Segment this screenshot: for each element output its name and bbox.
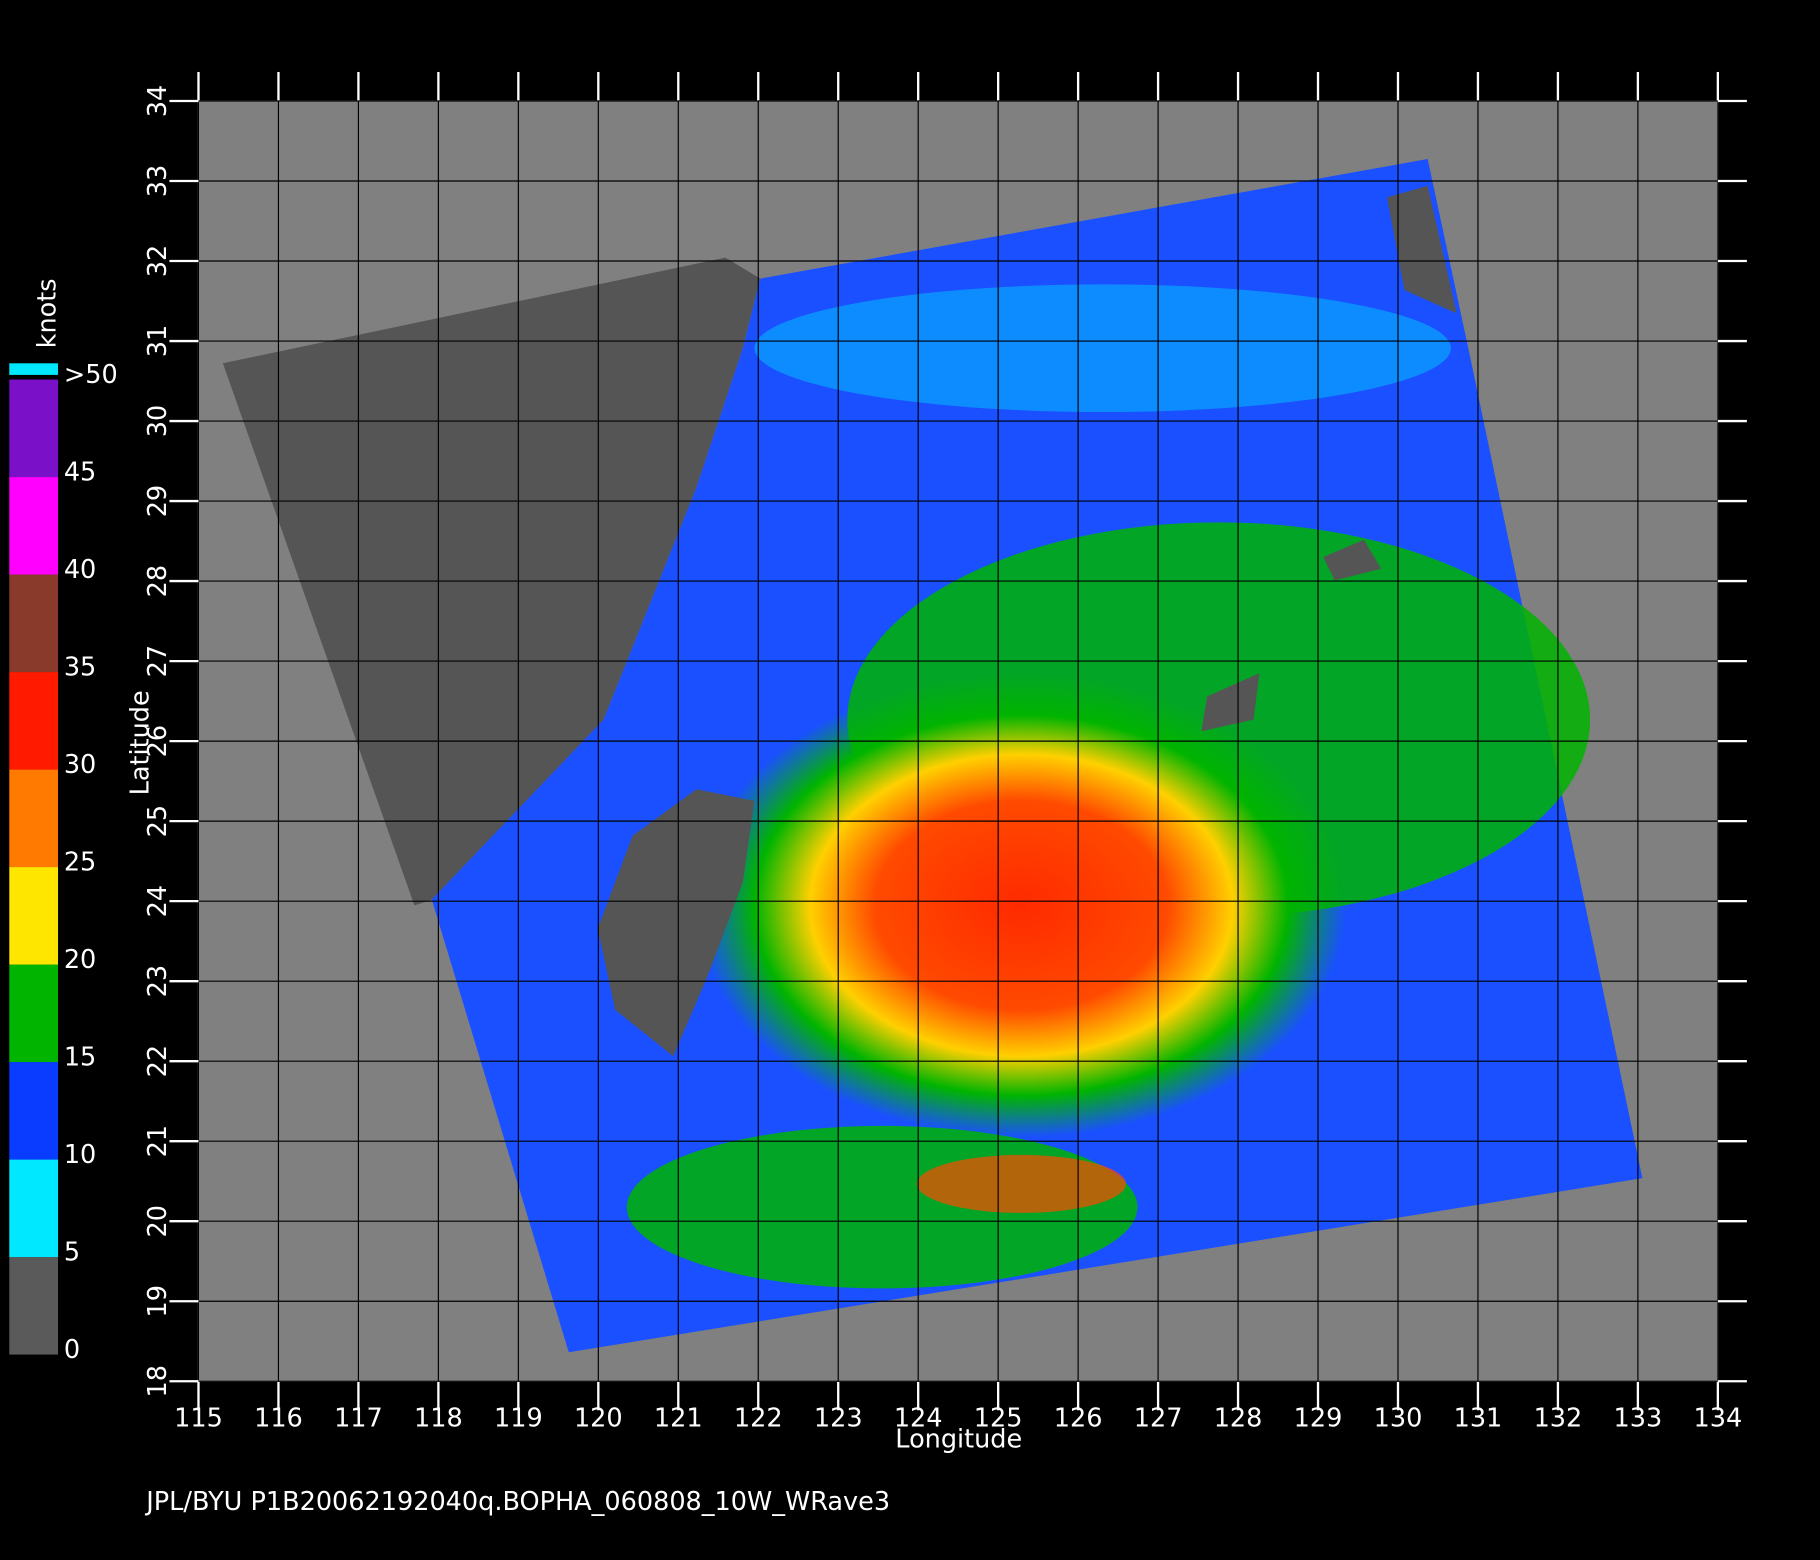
island	[1323, 539, 1382, 581]
colorbar-tick-label: 45	[64, 458, 96, 488]
y-tick-label: 31	[143, 325, 173, 357]
x-tick-label: 127	[1134, 1404, 1183, 1434]
colorbar-tick-label: 20	[64, 945, 96, 975]
caption: JPL/BYU P1B20062192040q.BOPHA_060808_10W…	[144, 1487, 890, 1517]
y-tick-label: 20	[143, 1205, 173, 1237]
colorbar-tick-label: 40	[64, 555, 96, 585]
colorbar-tick-label: 35	[64, 653, 96, 683]
x-tick-label: 122	[734, 1404, 783, 1434]
y-axis-label: Latitude	[126, 690, 156, 795]
x-tick-label: 124	[894, 1404, 943, 1434]
colorbar-segment	[9, 477, 59, 575]
y-tick-label: 27	[143, 645, 173, 677]
y-tick-label: 26	[143, 725, 173, 757]
y-tick-label: 28	[143, 565, 173, 597]
typhoon	[696, 673, 1347, 1138]
y-tick-label: 23	[143, 965, 173, 997]
colorbar-segment	[9, 379, 59, 478]
y-tick-label: 21	[143, 1125, 173, 1157]
x-tick-label: 125	[974, 1404, 1023, 1434]
y-tick-label: 22	[143, 1045, 173, 1077]
colorbar-tick-label: 10	[64, 1140, 96, 1170]
y-tick-label: 24	[143, 885, 173, 917]
x-tick-label: 117	[334, 1404, 383, 1434]
colorbar-tick-label: 0	[64, 1335, 80, 1365]
y-tick-label: 33	[143, 165, 173, 197]
y-tick-label: 25	[143, 805, 173, 837]
x-axis-label: Longitude	[895, 1424, 1022, 1454]
colorbar-segment	[9, 574, 59, 673]
x-tick-label: 126	[1054, 1404, 1103, 1434]
x-tick-label: 116	[254, 1404, 303, 1434]
wind-field	[754, 284, 1451, 413]
x-tick-label: 134	[1694, 1404, 1743, 1434]
y-tick-label: 32	[143, 245, 173, 277]
colorbar-segment	[9, 964, 59, 1063]
colorbar-segment	[9, 1257, 59, 1355]
y-tick-label: 18	[143, 1365, 173, 1397]
y-tick-label: 29	[143, 485, 173, 517]
island	[1387, 185, 1457, 314]
colorbar-tick-label: 15	[64, 1043, 96, 1073]
y-tick-label: 19	[143, 1285, 173, 1317]
wind-field	[916, 1154, 1126, 1213]
colorbar-segment	[9, 1159, 59, 1258]
colorbar-segment	[9, 867, 59, 965]
colorbar-segment	[9, 769, 59, 868]
colorbar-tick-label: 5	[64, 1238, 80, 1268]
x-tick-label: 131	[1454, 1404, 1503, 1434]
x-tick-label: 130	[1374, 1404, 1423, 1434]
x-tick-label: 133	[1614, 1404, 1663, 1434]
x-tick-label: 118	[414, 1404, 463, 1434]
island	[1201, 673, 1260, 732]
x-tick-label: 120	[574, 1404, 623, 1434]
colorbar-segment	[9, 1062, 59, 1160]
colorbar-tick-label: 30	[64, 750, 96, 780]
colorbar-tick-label: >50	[64, 360, 118, 390]
colorbar-tick-label: 25	[64, 848, 96, 878]
y-tick-label: 30	[143, 405, 173, 437]
x-tick-label: 132	[1534, 1404, 1583, 1434]
colorbar-segment	[9, 672, 59, 770]
y-tick-label: 34	[143, 85, 173, 117]
x-tick-label: 121	[654, 1404, 703, 1434]
x-tick-label: 123	[814, 1404, 863, 1434]
x-tick-label: 128	[1214, 1404, 1263, 1434]
x-tick-label: 119	[494, 1404, 543, 1434]
x-tick-label: 115	[174, 1404, 223, 1434]
colorbar-cap	[9, 363, 59, 375]
taiwan	[597, 789, 755, 1057]
colorbar-label: knots	[33, 278, 63, 348]
x-tick-label: 129	[1294, 1404, 1343, 1434]
